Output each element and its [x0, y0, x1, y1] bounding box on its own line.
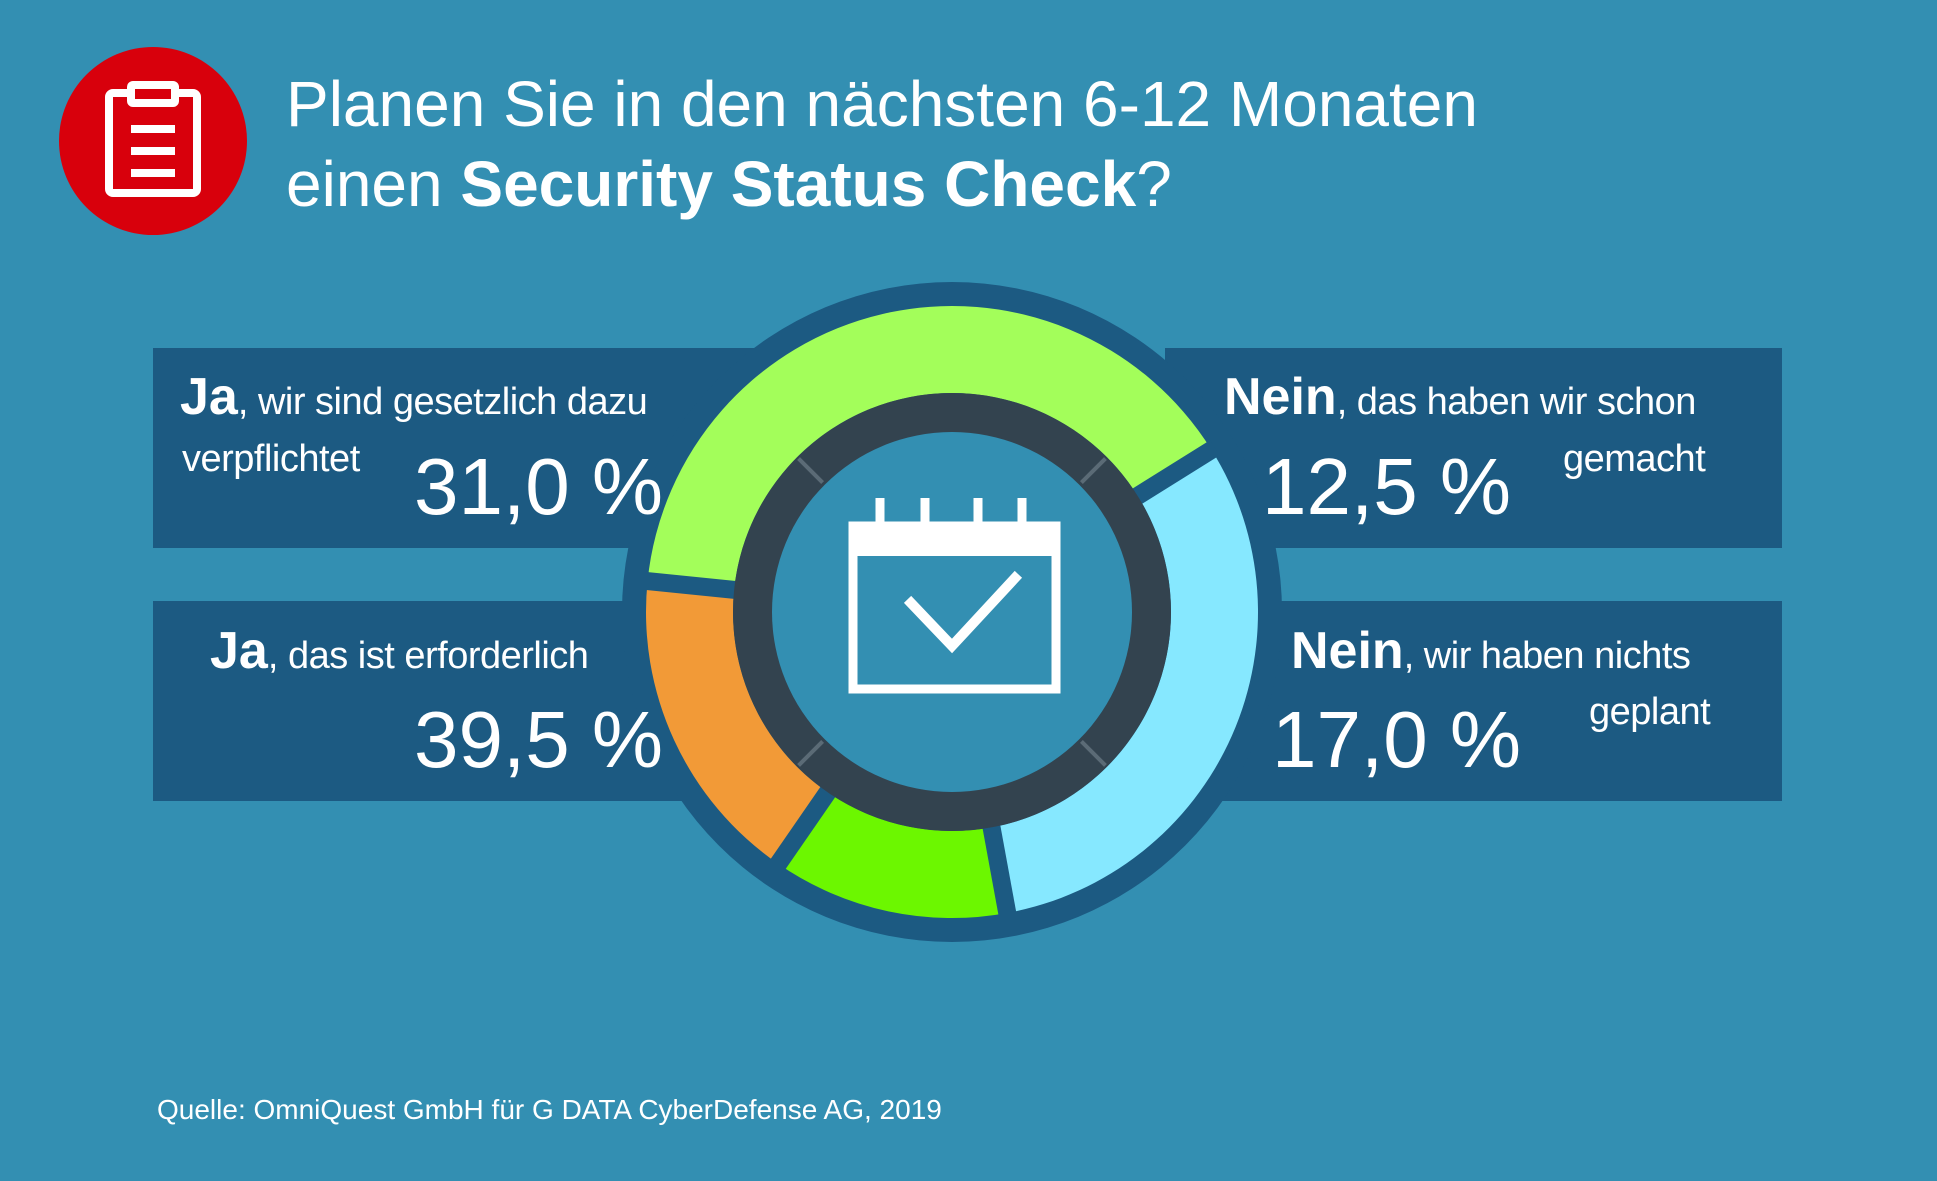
ring-tick — [1079, 457, 1107, 485]
ring-tick — [797, 457, 825, 485]
label-nein-gemacht: Nein, das haben wir schon — [1224, 368, 1696, 426]
clipboard-badge — [59, 47, 247, 235]
data-label-ja-erforderlich: 39,5 % — [414, 695, 664, 784]
data-label-nein-geplant: 17,0 % — [1272, 695, 1522, 784]
label-nein-gemacht-line2: gemacht — [1563, 438, 1706, 480]
label-ja-verpflichtet: Ja, wir sind gesetzlich dazu — [180, 368, 648, 426]
title-line-2: einen Security Status Check? — [286, 148, 1172, 220]
slice-gap — [768, 785, 837, 873]
label-band-top-right — [1165, 348, 1782, 548]
slice-gap — [1131, 440, 1220, 505]
label-ja-erforderlich: Ja, das ist erforderlich — [210, 622, 589, 680]
donut-center — [772, 432, 1132, 792]
label-ja-verpflichtet-line2: verpflichtet — [182, 438, 360, 480]
title-line-1: Planen Sie in den nächsten 6-12 Monaten — [286, 68, 1478, 140]
ring-tick — [797, 739, 825, 767]
slice-ja-verpflichtet — [991, 449, 1258, 913]
data-label-nein-gemacht: 12,5 % — [1262, 442, 1512, 531]
slice-ja-erforderlich — [647, 306, 1212, 590]
slice-nein-gemacht — [778, 792, 1008, 919]
calendar-check-icon — [848, 498, 1061, 694]
label-nein-geplant-line2: geplant — [1589, 691, 1711, 733]
slice-gap — [642, 571, 738, 600]
ring-tick — [1079, 739, 1107, 767]
chart-title: Planen Sie in den nächsten 6-12 Monaten … — [286, 64, 1478, 224]
source-note: Quelle: OmniQuest GmbH für G DATA CyberD… — [157, 1094, 942, 1125]
label-nein-geplant: Nein, wir haben nichts — [1291, 622, 1691, 680]
slice-nein-geplant — [646, 581, 828, 864]
slice-gap — [982, 823, 1017, 919]
clipboard-icon — [105, 81, 201, 197]
data-label-ja-verpflichtet: 31,0 % — [414, 442, 664, 531]
